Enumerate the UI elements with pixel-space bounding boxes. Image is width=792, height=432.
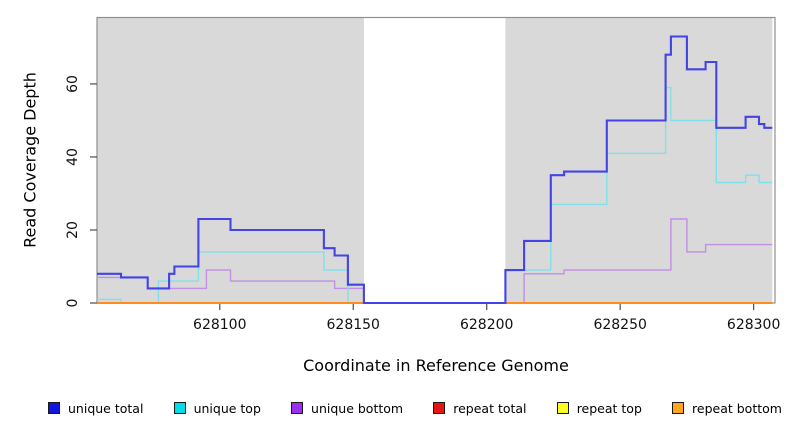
x-tick-label: 628300 xyxy=(727,317,780,333)
legend-label: unique bottom xyxy=(311,400,404,416)
y-tick-label: 60 xyxy=(65,75,81,93)
legend-item-repeat-total: repeat total xyxy=(433,400,527,416)
legend-item-unique-top: unique top xyxy=(173,400,261,416)
legend-swatch xyxy=(556,402,569,414)
legend-swatch xyxy=(433,402,446,414)
legend: unique total unique top unique bottom repea… xyxy=(48,399,782,417)
x-tick-label: 628250 xyxy=(593,317,646,333)
legend-swatch xyxy=(48,402,60,414)
x-tick-label: 628200 xyxy=(460,317,513,333)
legend-label: unique top xyxy=(193,400,261,416)
legend-swatch xyxy=(173,402,186,414)
y-tick-label: 40 xyxy=(65,148,81,166)
series-line-unique-total xyxy=(97,35,773,305)
x-tick-label: 628100 xyxy=(193,317,246,333)
shaded-region xyxy=(505,17,773,303)
y-tick-label: 0 xyxy=(65,299,81,308)
y-tick-label: 20 xyxy=(65,221,81,239)
legend-swatch xyxy=(291,402,304,414)
shaded-region xyxy=(97,17,364,303)
legend-label: repeat total xyxy=(453,400,527,416)
legend-swatch xyxy=(672,402,685,414)
legend-item-unique-total: unique total xyxy=(48,401,143,416)
legend-label: repeat top xyxy=(576,400,642,416)
legend-label: unique total xyxy=(68,400,144,416)
legend-label: repeat bottom xyxy=(692,400,782,416)
x-tick-label: 628150 xyxy=(327,317,380,333)
y-axis-title: Read Coverage Depth xyxy=(20,72,40,248)
legend-item-repeat-bottom: repeat bottom xyxy=(672,401,782,416)
x-axis-title: Coordinate in Reference Genome xyxy=(303,356,569,375)
legend-item-repeat-top: repeat top xyxy=(556,400,642,416)
legend-item-unique-bottom: unique bottom xyxy=(291,401,403,416)
